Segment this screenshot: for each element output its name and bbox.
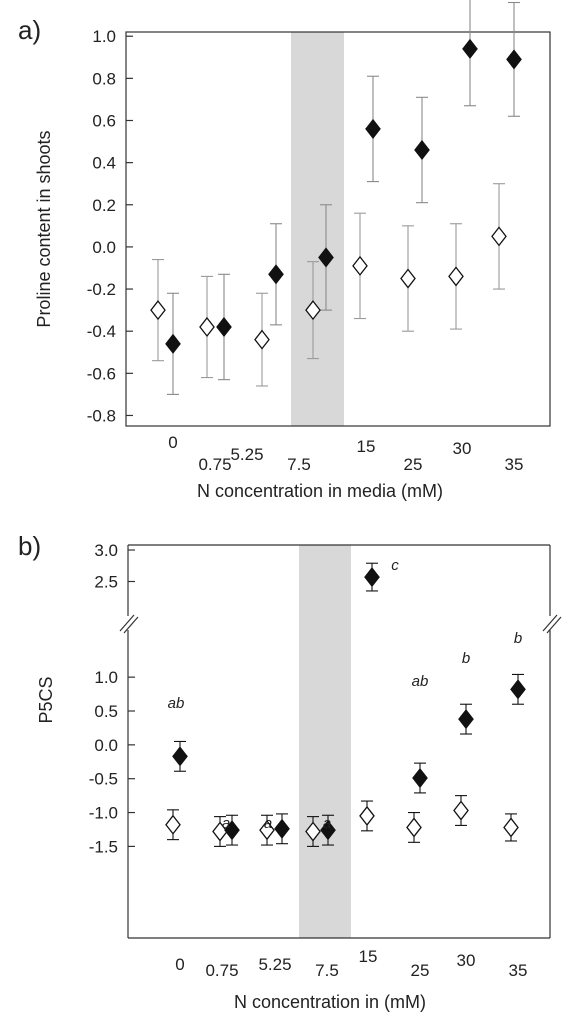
panel-b-filled-point	[510, 679, 526, 700]
panel-b-label: b)	[18, 531, 41, 561]
panel-b-open-point	[165, 814, 181, 835]
panel-b-significance-letter: b	[462, 650, 470, 667]
panel-a-y-tick-label: 0.8	[92, 69, 116, 88]
panel-b-significance-letter: a	[222, 815, 230, 832]
panel-b-x-tick-label: 0	[175, 955, 184, 974]
panel-a-x-tick-label: 0.75	[198, 455, 231, 474]
panel-b-x-tick-label: 30	[457, 951, 476, 970]
panel-b-y-axis-title: P5CS	[36, 676, 56, 723]
panel-b-filled-point	[320, 820, 336, 841]
panel-a-open-point	[352, 255, 368, 276]
panel-b-y-axis: 2.5 3.0 -1.5 -1.0 -0.5 0.0 0.5 1.0	[89, 541, 135, 856]
panel-b-filled-point	[274, 818, 290, 839]
panel-a-filled-point	[216, 316, 232, 338]
panel-b-y-tick-label: 3.0	[94, 541, 118, 560]
panel-b-open-point	[212, 821, 228, 842]
panel-a-marks	[150, 0, 522, 395]
panel-a-filled-point	[462, 38, 478, 59]
panel-a-x-axis: 0 0.755.25 7.5 15 25 30 35	[168, 433, 523, 474]
panel-b: b) 2.5 3.0 -1.5 -1.0 -0.5 0.0 0.5 1.0 0 0.75 5.25…	[18, 531, 562, 1012]
panel-a-filled-point	[318, 247, 334, 268]
panel-a-y-axis: -0.8 -0.6 -0.4 -0.2 0.0 0.2 0.4 0.6 0.8 1.0	[87, 27, 133, 425]
panel-b-plot-frame	[127, 544, 551, 939]
panel-b-significance-letter: ab	[168, 695, 185, 712]
axis-break-right-1	[542, 614, 558, 632]
panel-b-y-tick-label: -1.0	[89, 804, 118, 823]
panel-b-significance-letter: ab	[412, 673, 429, 690]
panel-a-filled-point	[506, 49, 522, 70]
panel-b-open-point	[503, 817, 519, 838]
panel-a-open-point	[305, 300, 321, 321]
panel-b-y-tick-label: 1.0	[94, 668, 118, 687]
panel-a-filled-point	[165, 333, 181, 354]
panel-b-x-tick-label: 15	[359, 947, 378, 966]
panel-a-y-tick-label: -0.6	[87, 364, 116, 383]
panel-b-x-tick-label: 25	[411, 961, 430, 980]
panel-a-x-tick-label: 5.25	[230, 445, 263, 464]
panel-b-open-point	[259, 820, 275, 841]
panel-a-y-tick-label: 1.0	[92, 27, 116, 46]
panel-b-x-axis: 0 0.75 5.25 7.5 15 25 30 35	[175, 947, 527, 980]
panel-a-x-tick-label: 0	[168, 433, 177, 452]
panel-b-x-axis-title: N concentration in (mM)	[234, 992, 426, 1012]
panel-a-plot-frame	[125, 31, 551, 427]
panel-b-x-tick-label: 5.25	[258, 955, 291, 974]
panel-b-open-point	[359, 805, 375, 826]
panel-b-open-point	[305, 821, 321, 842]
panel-a-open-point	[400, 268, 416, 289]
panel-a-x-tick-label: 35	[505, 455, 524, 474]
axis-break-left-1	[119, 614, 135, 632]
panel-b-filled-point	[172, 746, 188, 767]
panel-b-y-tick-label: 2.5	[94, 573, 118, 592]
panel-b-filled-point	[224, 820, 240, 841]
panel-b-marks	[165, 562, 526, 847]
panel-a-open-point	[150, 300, 166, 321]
panel-a-y-tick-label: 0.0	[92, 238, 116, 257]
panel-b-y-tick-label: -1.5	[89, 837, 118, 856]
panel-a-y-tick-label: -0.4	[87, 322, 116, 341]
panel-b-y-tick-label: 0.5	[94, 702, 118, 721]
panel-b-filled-point	[458, 709, 474, 730]
panel-a: a) -0.8-0.6-0.4-0.20.00.20.40.60.81.0 00…	[18, 0, 551, 501]
panel-a-highlight-band	[291, 32, 344, 426]
panel-a-y-tick-label: 0.2	[92, 196, 116, 215]
panel-b-significance-letter: c	[391, 557, 399, 574]
panel-b-x-tick-label: 7.5	[315, 961, 339, 980]
panel-a-y-axis-title: Proline content in shoots	[34, 130, 54, 327]
panel-b-filled-point	[412, 767, 428, 789]
panel-b-filled-point	[364, 567, 380, 588]
panel-b-y-tick-label: 0.0	[94, 736, 118, 755]
panel-a-x-tick-label: 15	[357, 437, 376, 456]
panel-a-open-point	[491, 226, 507, 247]
panel-b-x-tick-label: 0.75	[205, 961, 238, 980]
panel-a-y-tick-label: -0.2	[87, 280, 116, 299]
panel-a-filled-point	[365, 118, 381, 139]
panel-a-y-tick-label: -0.8	[87, 406, 116, 425]
panel-a-x-tick-label: 7.5	[287, 455, 311, 474]
panel-a-y-tick-label: 0.6	[92, 111, 116, 130]
panel-a-y-tick-label: 0.4	[92, 154, 116, 173]
panel-b-annotations: ab a a a c ab b b	[168, 557, 523, 832]
panel-a-open-point	[254, 329, 270, 350]
panel-b-open-point	[406, 817, 422, 838]
panel-a-open-point	[199, 316, 215, 338]
panel-a-open-point	[448, 266, 464, 287]
panel-b-significance-letter: a	[323, 815, 331, 832]
panel-a-filled-point	[268, 264, 284, 285]
axis-break-right-2	[546, 616, 562, 634]
panel-a-x-axis-title: N concentration in media (mM)	[197, 481, 443, 501]
panel-b-significance-letter: a	[264, 815, 272, 832]
panel-a-x-tick-label: 25	[404, 455, 423, 474]
panel-b-significance-letter: b	[514, 630, 522, 647]
panel-a-x-tick-label: 30	[453, 439, 472, 458]
panel-b-axis-break	[119, 614, 562, 634]
axis-break-left-2	[123, 616, 139, 634]
panel-b-x-tick-label: 35	[509, 961, 528, 980]
panel-b-highlight-band	[299, 545, 351, 938]
panel-b-y-tick-label: -0.5	[89, 770, 118, 789]
panel-b-open-point	[453, 800, 469, 821]
panel-a-label: a)	[18, 15, 41, 45]
panel-a-filled-point	[414, 139, 430, 161]
